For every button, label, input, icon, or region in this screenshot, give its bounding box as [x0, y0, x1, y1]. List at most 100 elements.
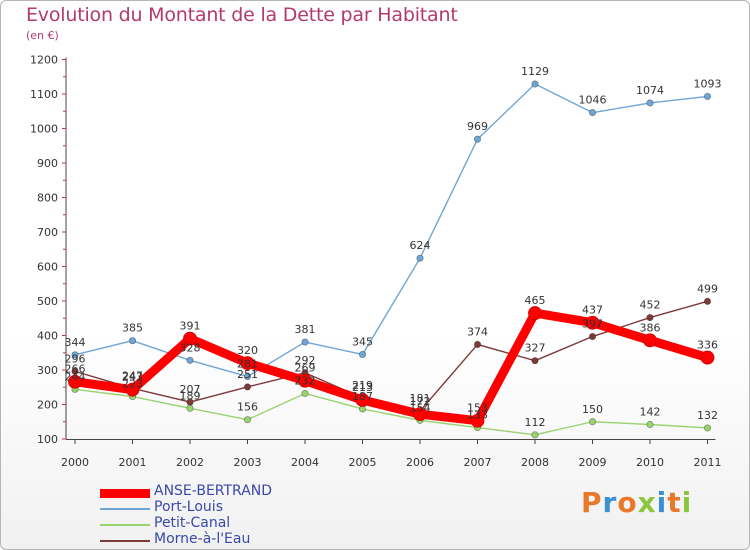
data-point — [71, 351, 79, 359]
legend-swatch — [100, 508, 150, 510]
data-label: 391 — [180, 320, 201, 333]
data-label: 243 — [122, 371, 143, 384]
x-tick-label: 2000 — [61, 456, 89, 469]
data-label: 397 — [582, 318, 603, 331]
y-tick-label: 1200 — [30, 54, 58, 67]
data-point — [528, 306, 542, 320]
data-point — [301, 338, 309, 346]
data-point — [531, 80, 539, 88]
y-tick-label: 1100 — [30, 88, 58, 101]
data-label: 624 — [410, 239, 431, 252]
data-label: 207 — [180, 383, 201, 396]
data-label: 437 — [582, 304, 603, 317]
logo-letter: i — [656, 486, 668, 519]
data-point — [473, 135, 482, 143]
data-label: 374 — [467, 325, 488, 338]
legend-label: ANSE-BERTRAND — [154, 483, 273, 499]
data-label: 1074 — [636, 84, 664, 97]
data-labels: 344 385 328 281 381 345 624 969 1129 1046 1074 1093… — [65, 65, 722, 429]
x-tick-label: 2001 — [119, 456, 147, 469]
x-tick-label: 2002 — [176, 456, 204, 469]
data-point — [186, 404, 194, 412]
y-tick-label: 600 — [37, 261, 58, 274]
data-label: 266 — [65, 363, 86, 376]
data-label: 223 — [122, 378, 143, 391]
data-point — [125, 382, 140, 397]
data-label: 385 — [122, 322, 143, 335]
x-tick-label: 2007 — [464, 456, 492, 469]
data-label: 189 — [180, 389, 201, 402]
logo-letter: x — [637, 486, 657, 519]
data-label: 281 — [237, 358, 258, 371]
data-label: 292 — [295, 354, 316, 367]
data-point — [470, 413, 485, 428]
data-label: 181 — [410, 392, 431, 405]
data-point — [585, 315, 600, 330]
data-point — [473, 340, 482, 349]
data-point — [646, 99, 654, 107]
legend-label: Petit-Canal — [154, 515, 231, 531]
data-label: 142 — [640, 406, 661, 419]
data-point — [186, 356, 194, 364]
data-point — [183, 331, 197, 346]
data-label: 112 — [525, 416, 546, 429]
proxiti-logo: Proxiti — [581, 486, 692, 519]
data-label: 344 — [65, 336, 86, 349]
y-tick-label: 900 — [37, 157, 58, 170]
data-point — [243, 372, 252, 381]
x-tick-label: 2006 — [406, 456, 434, 469]
data-label: 328 — [180, 341, 201, 354]
data-label: 386 — [640, 321, 661, 334]
y-tick-label: 800 — [37, 192, 58, 205]
logo-letter: r — [602, 486, 618, 519]
data-point — [646, 313, 654, 322]
data-label: 1129 — [521, 65, 549, 78]
series-points — [68, 80, 715, 439]
data-point — [700, 350, 715, 365]
legend-label: Port-Louis — [154, 499, 223, 515]
data-point — [186, 398, 194, 406]
data-label: 269 — [295, 362, 316, 375]
data-point — [128, 337, 137, 345]
data-label: 153 — [467, 402, 488, 415]
data-label: 452 — [640, 299, 661, 312]
data-point — [71, 367, 79, 375]
legend-swatch — [100, 488, 150, 498]
y-tick-label: 300 — [37, 364, 58, 377]
logo-letter: P — [581, 486, 603, 519]
data-point — [355, 393, 370, 407]
data-label: 296 — [65, 352, 86, 365]
data-label: 133 — [467, 409, 488, 422]
data-label: 336 — [697, 339, 718, 352]
data-point — [240, 356, 255, 371]
data-label: 132 — [697, 409, 718, 422]
y-tick-label: 100 — [37, 433, 58, 446]
data-label: 251 — [237, 368, 258, 381]
data-label: 154 — [410, 401, 431, 414]
y-tick-label: 400 — [37, 330, 58, 343]
data-point — [703, 92, 712, 101]
chart-title: Evolution du Montant de la Dette par Hab… — [26, 4, 458, 26]
data-label: 1046 — [579, 94, 607, 107]
x-tick-label: 2003 — [234, 456, 262, 469]
data-label: 172 — [410, 395, 431, 408]
data-point — [643, 333, 657, 348]
x-tick-label: 2009 — [579, 456, 607, 469]
data-point — [588, 418, 597, 426]
legend-label: Morne-à-l'Eau — [154, 531, 251, 547]
logo-letter: o — [617, 486, 638, 519]
x-tick-label: 2010 — [636, 456, 664, 469]
series-line — [70, 308, 712, 426]
series-line — [74, 388, 709, 436]
data-label: 156 — [237, 401, 258, 414]
y-tick-label: 500 — [37, 295, 58, 308]
data-label: 219 — [352, 379, 373, 392]
data-point — [703, 424, 712, 432]
data-label: 381 — [295, 323, 316, 336]
chart-axes: 100 200 300 400 500 600 700 800 900 1000 1100 1200 2… — [30, 54, 722, 470]
series-lines — [70, 83, 712, 436]
data-point — [588, 332, 597, 341]
data-label: 345 — [352, 335, 373, 348]
